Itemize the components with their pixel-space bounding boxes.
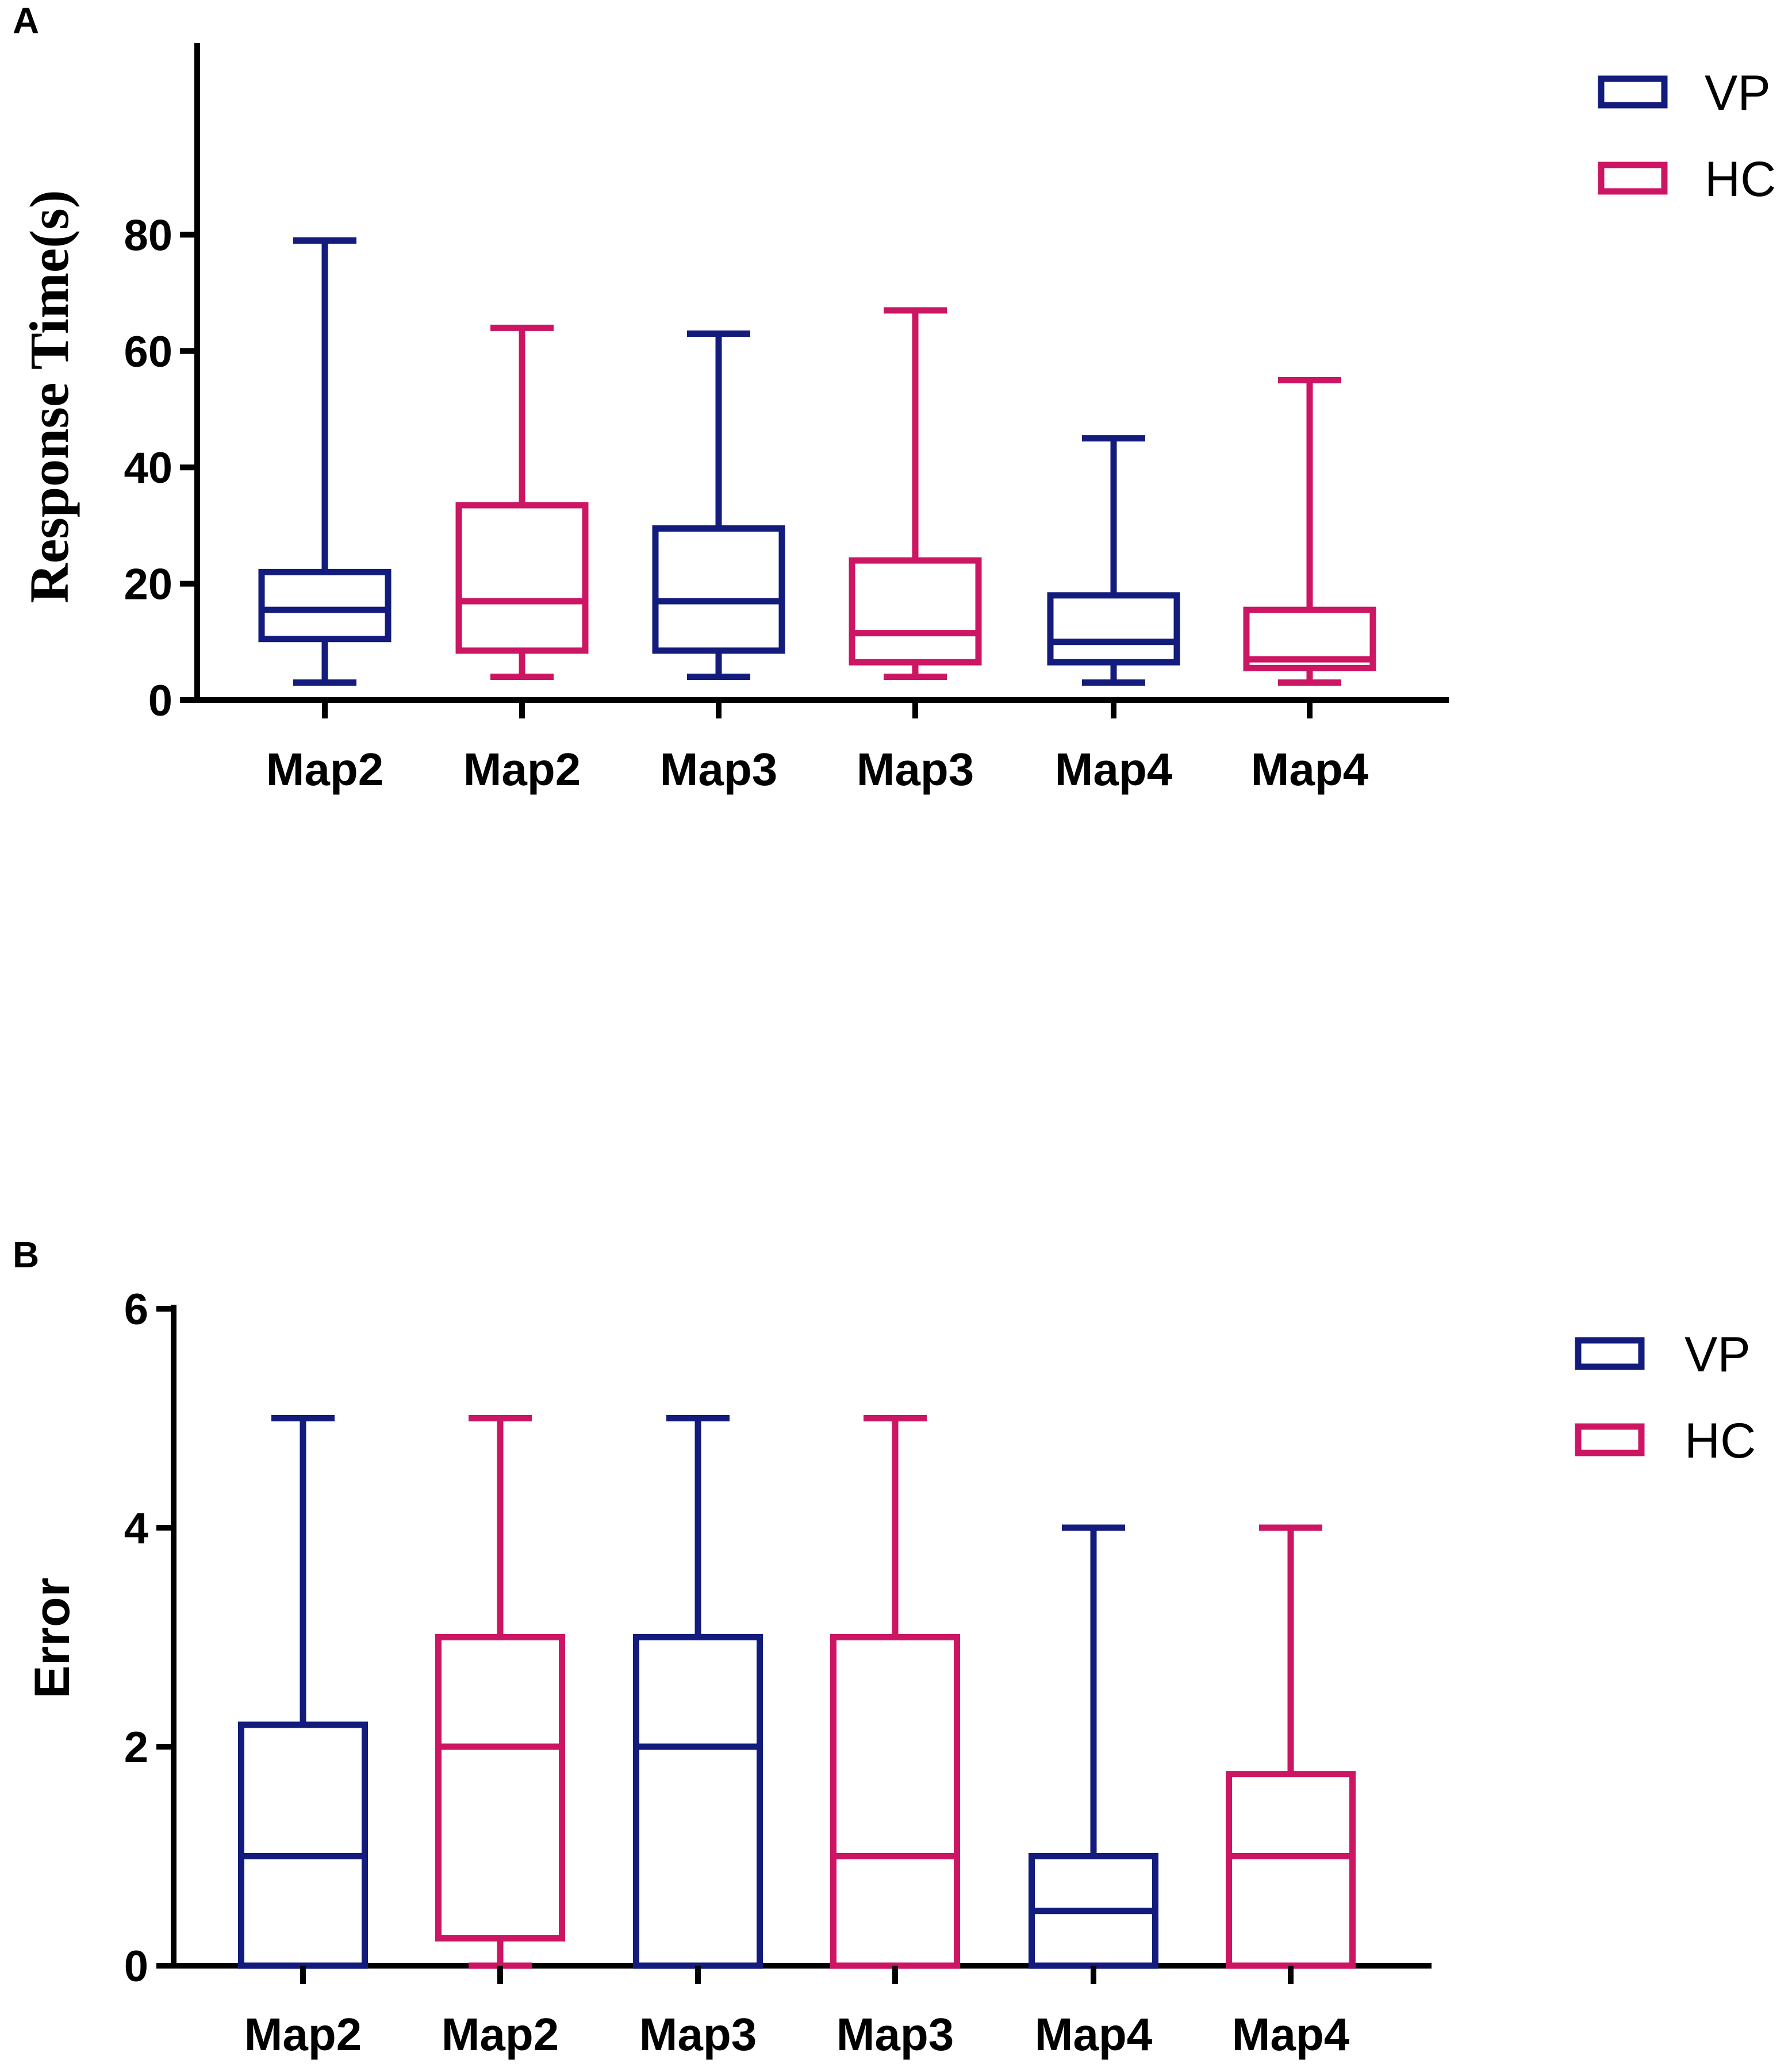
legend-label: VP (1705, 66, 1771, 121)
panel-b-y-tick-label: 6 (124, 1285, 148, 1334)
panel-b-letter: B (13, 1234, 39, 1275)
panel-b-plot-area: 0 2 4 6 Map2 Map2 Map3 Map3 Map4 Map4 (124, 1285, 1432, 2060)
panel-a-legend-item-vp: VP (1598, 66, 1771, 121)
panel-a-y-tick-label: 40 (124, 444, 172, 493)
panel-b-box-map3-vp (633, 1415, 763, 1969)
panel-b-box-map2-vp (238, 1415, 368, 1969)
panel-a-y-axis-label-text: Response Time(s) (18, 190, 80, 603)
panel-b-x-tick-label: Map3 (836, 2009, 954, 2060)
panel-b-box-map3-hc (830, 1415, 960, 1969)
panel-a-y-axis-label: Response Time(s) (18, 190, 80, 603)
iqr-box (633, 1634, 763, 1969)
iqr-box (830, 1634, 960, 1969)
panel-a-x-tick-label: Map4 (1055, 744, 1173, 795)
panel-b-y-tick-label: 4 (124, 1504, 148, 1553)
panel-b-x-tick-label: Map4 (1035, 2009, 1153, 2060)
panel-b-y-tick-label: 0 (124, 1942, 148, 1991)
panel-b-box-map2-hc (435, 1415, 565, 1969)
iqr-box (849, 557, 982, 666)
panel-b-x-tick-label: Map2 (244, 2009, 362, 2060)
iqr-box (652, 525, 785, 654)
iqr-box (1047, 592, 1180, 666)
panel-b-legend: VP HC (1575, 1327, 1756, 1469)
panel-a-x-tick-label: Map3 (857, 744, 974, 795)
panel-a-plot-area: 0 20 40 60 80 Map2 Map2 Map3 Map3 Map4 Map4 (124, 43, 1449, 795)
panel-a-chart: A Response Time(s) 0 20 40 60 80 Map2 Map2 Map3… (13, 0, 1776, 795)
panel-b-box-map4-vp (1029, 1524, 1158, 1969)
panel-a-legend-item-hc: HC (1598, 152, 1776, 207)
legend-label: HC (1684, 1413, 1756, 1469)
iqr-box (258, 568, 392, 643)
panel-a-legend: VP HC (1598, 66, 1776, 207)
legend-swatch (1575, 1423, 1645, 1456)
panel-b-legend-item-hc: HC (1575, 1413, 1756, 1469)
panel-a-box-map4-hc (1243, 376, 1376, 686)
panel-a-y-tick-label: 80 (124, 211, 172, 260)
panel-a-x-tick-label: Map2 (463, 744, 581, 795)
legend-swatch (1575, 1337, 1645, 1370)
legend-swatch (1598, 162, 1668, 195)
panel-a-y-tick-label: 0 (148, 676, 172, 725)
panel-b-box-map4-hc (1226, 1524, 1356, 1969)
panel-b-x-tick-label: Map2 (442, 2009, 559, 2060)
panel-a-box-map4-vp (1047, 435, 1180, 686)
panel-b-y-axis-label: Error (25, 1578, 80, 1698)
legend-swatch (1598, 75, 1668, 109)
iqr-box (238, 1721, 368, 1969)
panel-a-y-tick-label: 60 (124, 328, 172, 376)
panel-a-x-tick-label: Map4 (1251, 744, 1369, 795)
panel-b-x-tick-label: Map4 (1232, 2009, 1350, 2060)
panel-b-chart: B Error 0 2 4 6 Map2 Map2 Map3 Map3 Map4 Map4 VP H… (13, 1234, 1756, 2060)
panel-a-y-tick-label: 20 (124, 560, 172, 609)
panel-a-box-map3-vp (652, 330, 785, 681)
panel-a-box-map2-hc (455, 324, 589, 681)
panel-a-box-map2-vp (258, 237, 392, 686)
panel-b-x-tick-label: Map3 (639, 2009, 757, 2060)
panel-a-letter: A (13, 0, 39, 41)
iqr-box (455, 502, 589, 654)
legend-label: VP (1684, 1327, 1751, 1382)
iqr-box (435, 1634, 565, 1942)
legend-label: HC (1705, 152, 1776, 207)
panel-a-x-tick-label: Map3 (660, 744, 778, 795)
panel-b-y-axis-label-text: Error (25, 1578, 80, 1698)
panel-b-legend-item-vp: VP (1575, 1327, 1751, 1382)
iqr-box (1226, 1771, 1356, 1969)
panel-a-box-map3-hc (849, 307, 982, 681)
panel-a-x-tick-label: Map2 (266, 744, 384, 795)
panel-b-y-tick-label: 2 (124, 1723, 148, 1772)
